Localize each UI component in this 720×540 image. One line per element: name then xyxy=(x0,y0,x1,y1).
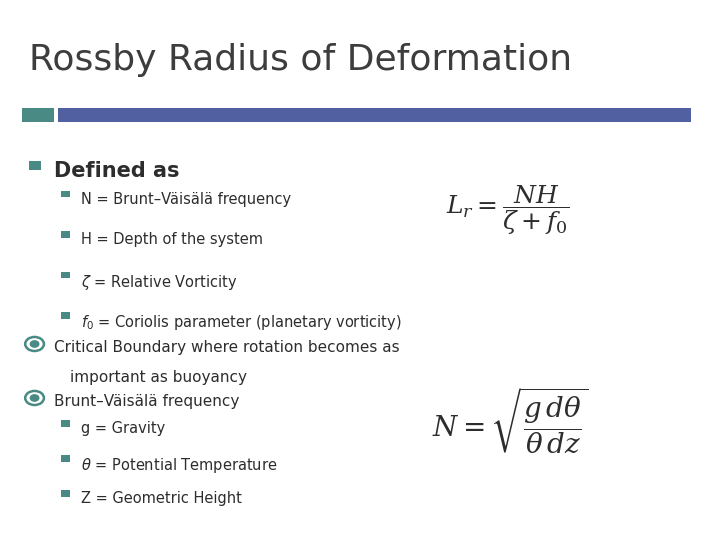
Bar xyxy=(29,161,41,170)
Bar xyxy=(61,312,70,319)
Text: H = Depth of the system: H = Depth of the system xyxy=(81,232,264,247)
Text: $\zeta$ = Relative Vorticity: $\zeta$ = Relative Vorticity xyxy=(81,273,238,292)
Text: N = Brunt–Väisälä frequency: N = Brunt–Väisälä frequency xyxy=(81,192,292,207)
Text: $f_0$ = Coriolis parameter (planetary vorticity): $f_0$ = Coriolis parameter (planetary vo… xyxy=(81,313,402,332)
Bar xyxy=(61,420,70,427)
Bar xyxy=(58,108,691,122)
Circle shape xyxy=(30,395,39,401)
Bar xyxy=(61,490,70,497)
Text: Brunt–Väisälä frequency: Brunt–Väisälä frequency xyxy=(54,394,239,409)
Text: Critical Boundary where rotation becomes as: Critical Boundary where rotation becomes… xyxy=(54,340,400,355)
Text: Z = Geometric Height: Z = Geometric Height xyxy=(81,491,242,507)
Text: $\theta$ = Potential Temperature: $\theta$ = Potential Temperature xyxy=(81,456,278,475)
Bar xyxy=(61,191,70,197)
Text: Defined as: Defined as xyxy=(54,161,179,181)
Text: g = Gravity: g = Gravity xyxy=(81,421,166,436)
Bar xyxy=(61,231,70,238)
Bar xyxy=(61,272,70,278)
Text: Rossby Radius of Deformation: Rossby Radius of Deformation xyxy=(29,43,572,77)
Text: $L_r = \dfrac{NH}{\zeta + f_0}$: $L_r = \dfrac{NH}{\zeta + f_0}$ xyxy=(446,184,570,238)
Text: important as buoyancy: important as buoyancy xyxy=(70,370,247,385)
Circle shape xyxy=(30,341,39,347)
Text: $N = \sqrt{\dfrac{g\,d\theta}{\theta\,dz}}$: $N = \sqrt{\dfrac{g\,d\theta}{\theta\,dz… xyxy=(432,386,589,456)
Bar xyxy=(22,108,54,122)
Bar xyxy=(61,455,70,462)
